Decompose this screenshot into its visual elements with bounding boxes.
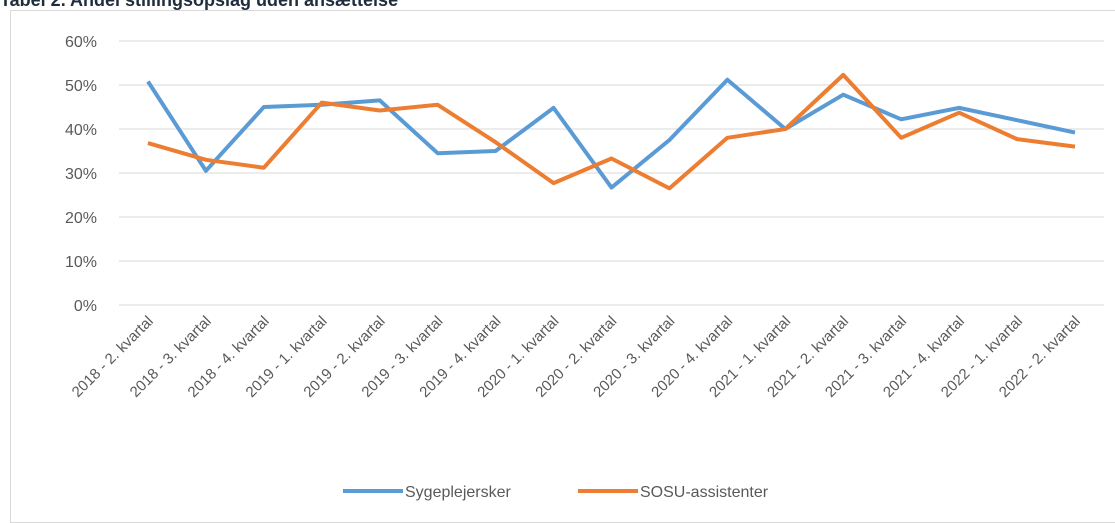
y-tick-label: 60%: [65, 34, 97, 51]
y-tick-label: 30%: [65, 166, 97, 183]
y-tick-label: 10%: [65, 254, 97, 271]
y-tick-label: 20%: [65, 210, 97, 227]
chart-border: [10, 10, 1115, 523]
legend-label: Sygeplejersker: [405, 484, 512, 501]
y-tick-label: 50%: [65, 78, 97, 95]
y-tick-label: 40%: [65, 122, 97, 139]
series-line: [147, 72, 1076, 191]
chart-title: Tabel 2. Andel stillingsopslag uden ansæ…: [0, 0, 398, 10]
legend-label: SOSU-assistenter: [640, 484, 769, 501]
y-tick-label: 0%: [74, 298, 97, 315]
series-line: [146, 77, 1076, 190]
